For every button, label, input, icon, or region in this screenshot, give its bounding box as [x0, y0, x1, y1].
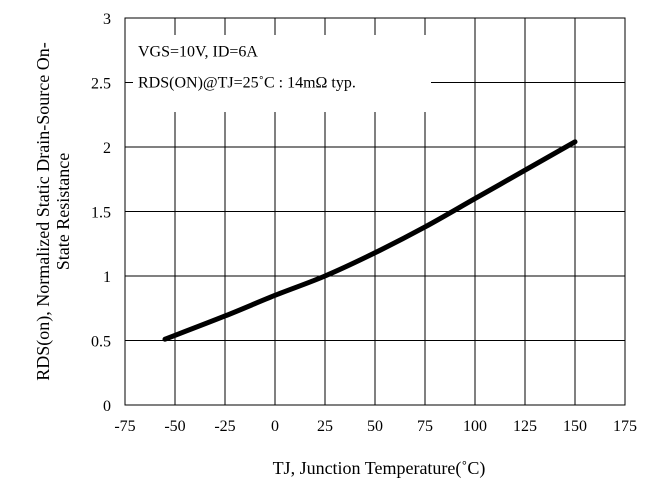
y-tick-label: 0.5	[91, 334, 111, 351]
y-tick-label: 0	[103, 398, 111, 415]
x-tick-label: 100	[463, 418, 487, 435]
annotation-background	[133, 35, 431, 112]
x-axis-label: TJ, Junction Temperature(˚C)	[273, 458, 486, 479]
x-tick-label: 0	[271, 418, 279, 435]
x-tick-label: 75	[417, 418, 433, 435]
x-tick-label: 125	[513, 418, 537, 435]
x-tick-label: 25	[317, 418, 333, 435]
series-layer	[162, 139, 578, 342]
series-line	[162, 139, 578, 342]
y-tick-label: 2	[103, 140, 111, 157]
x-tick-label: -75	[114, 418, 135, 435]
plot-frame	[124, 17, 626, 406]
annotation-rdson-typical: RDS(ON)@TJ=25˚C : 14mΩ typ.	[138, 75, 356, 92]
y-tick-label: 1	[103, 269, 111, 286]
y-axis-label-line-1: RDS(on), Normalized Static Drain-Source …	[33, 42, 54, 380]
y-axis-label-line-2: State Resistance	[53, 153, 73, 270]
x-tick-label: 150	[563, 418, 587, 435]
x-tick-label: 175	[613, 418, 637, 435]
x-tick-label: -25	[214, 418, 235, 435]
x-tick-label: 50	[367, 418, 383, 435]
annotation-conditions: VGS=10V, ID=6A	[138, 44, 258, 61]
y-tick-label: 2.5	[91, 76, 111, 93]
y-tick-labels: 0 0.5 1 1.5 2 2.5 3	[91, 11, 111, 415]
x-tick-label: -50	[164, 418, 185, 435]
y-tick-label: 3	[103, 11, 111, 28]
x-tick-labels: -75 -50 -25 0 25 50 75 100 125 150 175	[114, 418, 637, 435]
y-tick-label: 1.5	[91, 205, 111, 222]
